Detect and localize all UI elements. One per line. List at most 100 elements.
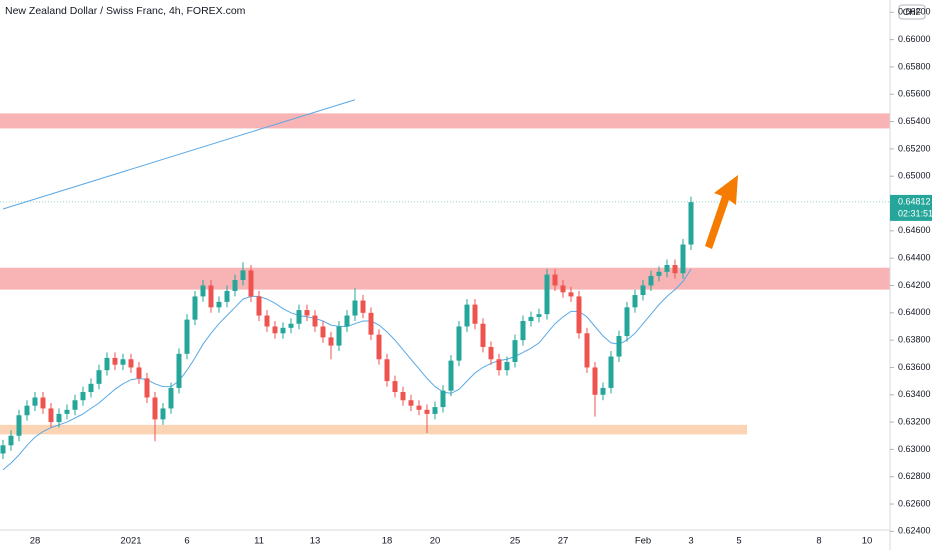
candle-body (192, 296, 198, 320)
chart-title: New Zealand Dollar / Swiss Franc, 4h, FO… (5, 5, 246, 17)
x-tick-label: 20 (430, 536, 441, 547)
candle-body (680, 244, 686, 274)
candle-body (144, 378, 150, 398)
candle-body (368, 312, 374, 335)
candle-body (32, 397, 38, 406)
y-tick-label: 0.64600 (898, 225, 931, 235)
candle-body (0, 445, 6, 454)
candle-body (280, 327, 286, 334)
candle-body (664, 265, 670, 272)
y-tick-label: 0.63200 (898, 416, 931, 426)
candle-body (304, 310, 310, 316)
candle-body (344, 315, 350, 327)
candle-body (96, 370, 102, 384)
y-tick-label: 0.65000 (898, 171, 931, 181)
candle-body (608, 356, 614, 388)
candle-body (528, 316, 534, 322)
candle-body (456, 326, 462, 361)
candle-body (8, 435, 14, 446)
candle-body (160, 408, 166, 420)
candle-body (424, 409, 430, 414)
y-tick-label: 0.63800 (898, 335, 931, 345)
candle-body (264, 315, 270, 327)
x-tick-label: 28 (30, 536, 41, 547)
y-tick-label: 0.62800 (898, 471, 931, 481)
candle-body (432, 407, 438, 414)
candle-body (176, 353, 182, 388)
candle-body (464, 304, 470, 327)
candle-body (112, 357, 118, 365)
candle-body (208, 285, 214, 308)
countdown-label: 02:31:51 (898, 208, 932, 218)
candle-body (328, 337, 334, 346)
candle-body (360, 300, 366, 313)
candle-body (312, 315, 318, 327)
candle-body (416, 405, 422, 410)
candle-body (120, 359, 126, 365)
candle-body (448, 360, 454, 391)
candle-body (136, 367, 142, 379)
candle-body (168, 387, 174, 409)
x-tick-label: 8 (816, 536, 821, 547)
y-tick-label: 0.64000 (898, 307, 931, 317)
y-tick-label: 0.66000 (898, 34, 931, 44)
candle-body (496, 359, 502, 371)
y-tick-label: 0.63000 (898, 444, 931, 454)
currency-label: CHF (903, 7, 922, 17)
candle-body (520, 321, 526, 341)
candle-body (224, 290, 230, 302)
candle-body (216, 301, 222, 308)
y-tick-label: 0.63600 (898, 362, 931, 372)
last-price-label: 0.64812 (898, 196, 931, 206)
x-tick-label: 18 (382, 536, 393, 547)
candle-body (40, 397, 46, 409)
candle-body (56, 413, 62, 423)
y-tick-label: 0.65600 (898, 89, 931, 99)
y-tick-label: 0.64200 (898, 280, 931, 290)
candle-body (72, 400, 78, 410)
x-tick-label: 10 (862, 536, 873, 547)
candle-body (488, 346, 494, 360)
candle-body (336, 326, 342, 346)
x-tick-label: 5 (736, 536, 741, 547)
candle-body (576, 296, 582, 334)
candle-body (16, 415, 22, 436)
last-price-badge (890, 194, 932, 221)
x-tick-label: 13 (310, 536, 321, 547)
zone (0, 267, 890, 290)
candle-body (376, 334, 382, 360)
y-tick-label: 0.62600 (898, 498, 931, 508)
candle-body (80, 392, 86, 401)
candle-body (320, 326, 326, 338)
candle-body (688, 202, 694, 245)
y-tick-label: 0.62400 (898, 526, 931, 536)
candle-body (648, 275, 654, 286)
candle-body (296, 310, 302, 324)
candle-body (624, 307, 630, 337)
currency-badge[interactable] (898, 4, 926, 20)
x-tick-label: 2021 (120, 536, 141, 547)
arrow (705, 175, 738, 249)
candle-body (568, 292, 574, 297)
candle-body (536, 314, 542, 317)
candle-body (200, 285, 206, 297)
x-tick-label: 25 (510, 536, 521, 547)
candle-body (656, 271, 662, 276)
candle-body (672, 265, 678, 274)
plot-area (0, 99, 890, 471)
candle-body (632, 295, 638, 308)
candle-body (184, 319, 190, 354)
x-tick-label: 6 (184, 536, 189, 547)
candle-body (256, 296, 262, 316)
candle-body (560, 285, 566, 293)
candle-body (584, 333, 590, 368)
candle-body (592, 367, 598, 395)
candle-body (472, 304, 478, 324)
candle-body (248, 270, 254, 297)
y-tick-label: 0.66200 (898, 7, 931, 17)
candle-body (392, 381, 398, 393)
candle-body (64, 409, 70, 414)
candle-body (544, 274, 550, 315)
y-tick-label: 0.65800 (898, 61, 931, 71)
x-tick-label: 3 (688, 536, 693, 547)
